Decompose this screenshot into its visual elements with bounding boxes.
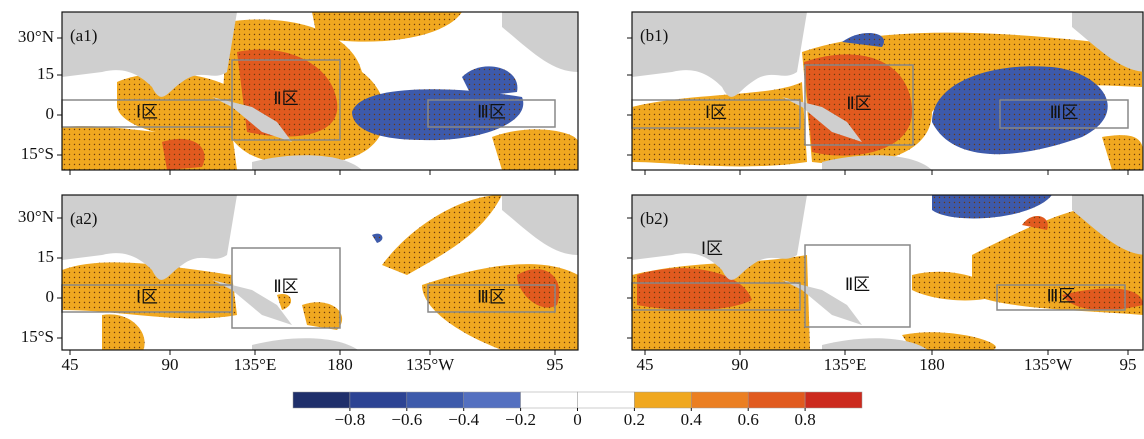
significance-dots (932, 195, 1052, 218)
significance-dots (102, 314, 145, 353)
lon-label: 90 (162, 355, 179, 374)
significance-dots (302, 302, 342, 330)
panel-label: (b1) (640, 26, 668, 45)
colorbar-label: 0.4 (681, 410, 703, 429)
land (502, 195, 578, 255)
colorbar-segment (464, 392, 521, 408)
lat-label: 0 (46, 287, 55, 306)
region-label: Ⅱ区 (845, 275, 870, 294)
region-label: Ⅲ区 (1050, 103, 1079, 122)
colorbar-label: 0.2 (624, 410, 645, 429)
map-area (62, 12, 578, 170)
map-panel: Ⅰ区 Ⅱ区 Ⅲ区 (a2) 30°N 15 0 15°S 45 90 135°E 180 135°W 95 (18, 195, 578, 374)
colorbar-segment (521, 392, 578, 408)
map-panel: Ⅰ区 Ⅱ区 Ⅲ区 (b1) (627, 12, 1144, 175)
map-panel: Ⅰ区 Ⅱ区 Ⅲ区 (b2) 45 90 135°E 180 135°W 95 (627, 195, 1144, 374)
region-label: Ⅱ区 (273, 277, 298, 296)
colorbar-label: 0 (573, 410, 582, 429)
colorbar-label: −0.6 (391, 410, 422, 429)
lon-label: 135°E (234, 355, 277, 374)
lat-label: 30°N (18, 27, 54, 46)
lon-label: 135°E (824, 355, 867, 374)
lon-label: 180 (919, 355, 945, 374)
colorbar-segment (748, 392, 805, 408)
panel-label: (a1) (70, 26, 97, 45)
region-label: Ⅲ区 (1047, 286, 1076, 305)
lat-label: 15 (37, 247, 54, 266)
significance-dots (492, 129, 578, 170)
lon-label: 45 (62, 355, 79, 374)
region-label: Ⅱ区 (846, 94, 871, 113)
colorbar-segment (578, 392, 635, 408)
region-label: Ⅲ区 (477, 102, 506, 121)
significance-dots (277, 294, 291, 310)
lon-label: 90 (732, 355, 749, 374)
significance-dots (382, 195, 502, 275)
lat-label: 0 (46, 104, 55, 123)
lat-label: 15°S (21, 144, 54, 163)
land (252, 338, 362, 353)
region-label: Ⅰ区 (136, 287, 158, 306)
significance-dots (372, 234, 382, 243)
colorbar-segment (634, 392, 691, 408)
region-label: Ⅰ区 (136, 102, 158, 121)
region-label: Ⅲ区 (477, 287, 506, 306)
land (502, 12, 578, 72)
colorbar-segment (350, 392, 407, 408)
lon-label: 135°W (406, 355, 455, 374)
colorbar-segment (293, 392, 350, 408)
land (632, 12, 807, 97)
lat-label: 15°S (21, 327, 54, 346)
panel-label: (a2) (70, 209, 97, 228)
lat-label: 30°N (18, 207, 54, 226)
lon-label: 95 (547, 355, 564, 374)
map-area (62, 195, 578, 353)
colorbar-label: 0.6 (738, 410, 759, 429)
significance-dots (1102, 135, 1143, 170)
map-area (632, 195, 1144, 353)
colorbar-label: 0.8 (794, 410, 815, 429)
colorbar-segment (407, 392, 464, 408)
region-label: Ⅰ区 (705, 103, 727, 122)
significance-dots (632, 82, 807, 166)
colorbar-label: −0.2 (505, 410, 536, 429)
map-area (632, 12, 1144, 170)
lon-label: 135°W (1024, 355, 1073, 374)
lon-label: 45 (637, 355, 654, 374)
colorbar-segment (691, 392, 748, 408)
lon-label: 95 (1120, 355, 1137, 374)
map-panel: Ⅰ区 Ⅱ区 Ⅲ区 (a1) 30°N 15 0 15°S (18, 12, 578, 175)
significance-dots (462, 66, 517, 97)
panel-label: (b2) (640, 209, 668, 228)
colorbar-label: −0.8 (334, 410, 365, 429)
region-label: Ⅰ区 (701, 239, 723, 258)
figure: Ⅰ区 Ⅱ区 Ⅲ区 (a1) 30°N 15 0 15°S Ⅰ区 Ⅱ区 Ⅲ区 (b1) Ⅰ区 Ⅱ区 Ⅲ区 (a2… (0, 0, 1144, 434)
colorbar-segment (805, 392, 862, 408)
region-label: Ⅱ区 (273, 89, 298, 108)
lat-label: 15 (37, 64, 54, 83)
lon-label: 180 (327, 355, 353, 374)
colorbar-label: −0.4 (448, 410, 479, 429)
significance-dots (312, 12, 462, 42)
